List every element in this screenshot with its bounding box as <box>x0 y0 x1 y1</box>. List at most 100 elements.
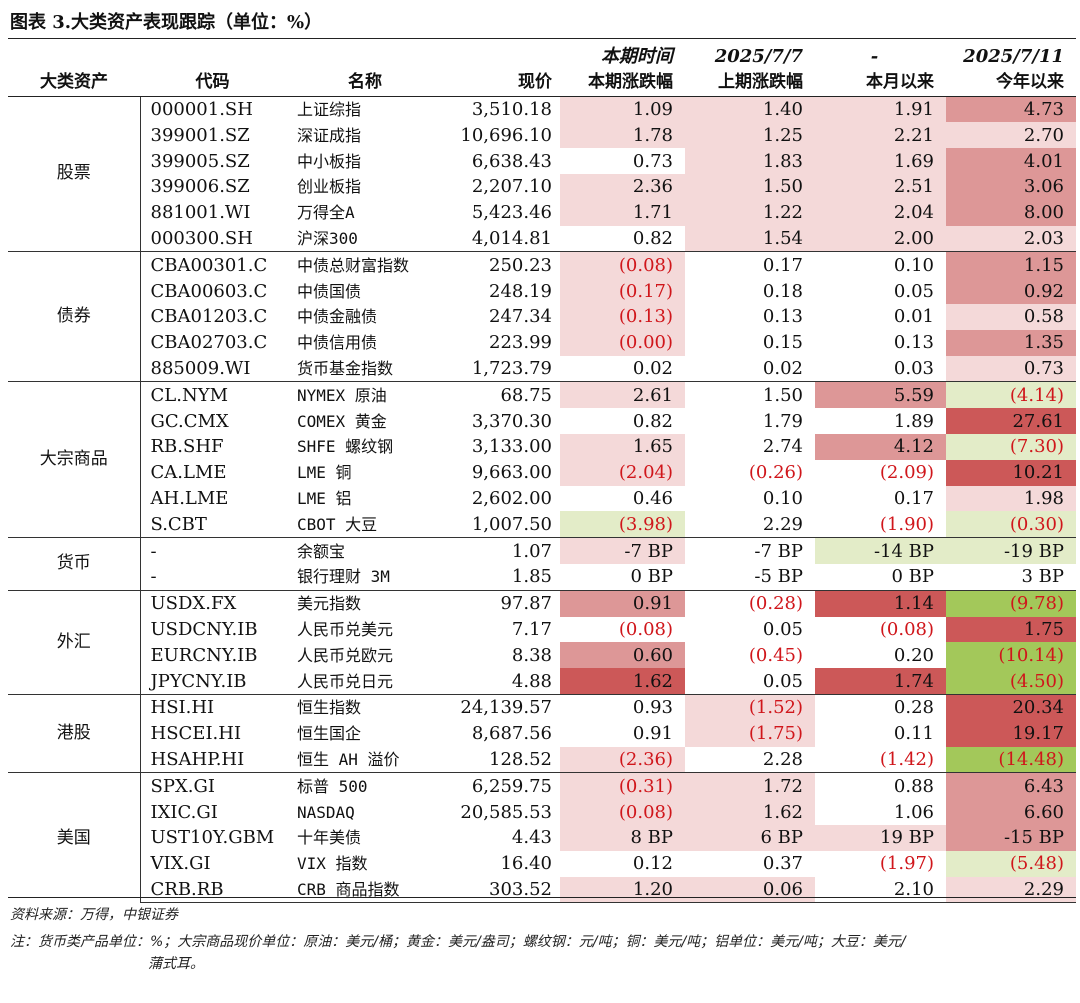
table-row: 外汇 USDX.FX 美元指数 97.87 0.91 (0.28) 1.14 (9.78) <box>8 589 1076 695</box>
asset-name: 创业板指 <box>297 177 362 197</box>
current-price: 3,370.30 <box>471 410 552 432</box>
period-change-cell: 0.93 <box>560 693 685 721</box>
table-row: RB.SHF SHFE 螺纹钢 3,133.00 1.65 2.74 4.12 (7.30) <box>8 433 1076 460</box>
month-to-date-cell: (2.09) <box>879 462 934 484</box>
year-to-date-cell: 19.17 <box>946 720 1076 747</box>
current-price: 250.23 <box>445 251 560 279</box>
prev-period-change-cell: 1.83 <box>685 148 815 174</box>
current-price: 248.19 <box>489 280 552 302</box>
current-price: 4.43 <box>511 827 552 849</box>
current-price: 1,723.79 <box>471 357 552 379</box>
asset-name: 人民币兑欧元 <box>297 645 394 665</box>
asset-class-label: 美国 <box>8 772 140 903</box>
prev-period-change-cell: 1.72 <box>685 772 815 800</box>
year-to-date-cell: 6.43 <box>946 772 1076 800</box>
col-header-mtd: 本月以来 <box>815 69 946 97</box>
table-row: S.CBT CBOT 大豆 1,007.50 (3.98) 2.29 (1.90) (0.3… <box>8 511 1076 538</box>
current-price: 223.99 <box>489 332 552 354</box>
year-to-date-cell: 0.92 <box>946 278 1076 304</box>
period-change-cell: (0.08) <box>618 618 673 640</box>
ticker-code: S.CBT <box>139 511 285 538</box>
period-change-cell: (3.98) <box>560 511 685 538</box>
asset-name: 银行理财 3M <box>297 567 390 587</box>
month-to-date-cell: 1.06 <box>893 801 934 823</box>
asset-name: 深证成指 <box>297 125 362 145</box>
current-price: 303.52 <box>445 876 560 904</box>
period-change-cell: (0.31) <box>560 772 685 800</box>
year-to-date-cell: 1.15 <box>946 251 1076 279</box>
table-row: AH.LME LME 铝 2,602.00 0.46 0.10 0.17 1.98 <box>8 485 1076 512</box>
prev-period-change-cell: 2.28 <box>762 748 803 770</box>
prev-period-change-cell: (1.75) <box>685 720 815 747</box>
current-price: 3,133.00 <box>471 436 552 458</box>
period-change-cell: 2.61 <box>560 381 685 409</box>
ticker-code: 000001.SH <box>139 96 285 123</box>
year-to-date-cell: 0.58 <box>946 303 1076 330</box>
table-row: VIX.GI VIX 指数 16.40 0.12 0.37 (1.97) (5.48) <box>8 850 1076 877</box>
current-price: 4,014.81 <box>471 227 552 249</box>
col-header-price: 现价 <box>445 69 560 97</box>
prev-period-change-cell: 1.50 <box>685 173 815 200</box>
prev-period-change-cell: 0.05 <box>762 670 803 692</box>
prev-period-change-cell: 0.13 <box>762 306 803 328</box>
ticker-code: 000300.SH <box>139 225 285 252</box>
header-end-date: 2025/7/11 <box>963 46 1064 68</box>
period-change-cell: 1.62 <box>560 668 685 695</box>
month-to-date-cell: 0.01 <box>893 306 934 328</box>
current-price: 10,696.10 <box>460 124 552 146</box>
table-row: - 银行理财 3M 1.85 0 BP -5 BP 0 BP 3 BP <box>8 563 1076 591</box>
table-row: 股票 000001.SH 上证综指 3,510.18 1.09 1.40 1.91 4.73 <box>8 96 1076 183</box>
table-row: 货币 - 余额宝 1.07 -7 BP -7 BP -14 BP -19 BP <box>8 537 1076 591</box>
year-to-date-cell: (14.48) <box>946 746 1076 773</box>
asset-name: 恒生 AH 溢价 <box>297 749 400 769</box>
period-change-cell: 0.82 <box>632 410 673 432</box>
prev-period-change-cell: 1.62 <box>685 799 815 825</box>
ticker-code: - <box>139 537 285 564</box>
asset-name: 中债金融债 <box>297 307 378 327</box>
ticker-code: - <box>139 563 285 591</box>
period-change-cell: 1.09 <box>560 96 685 123</box>
asset-performance-table: 本期时间 2025/7/7 - 2025/7/11 大类资产 代码 名称 现价 … <box>8 44 1076 904</box>
header-row-dates: 本期时间 2025/7/7 - 2025/7/11 <box>8 44 1076 70</box>
asset-class-label: 外汇 <box>8 589 140 695</box>
col-header-prev-change: 上期涨跌幅 <box>685 69 815 97</box>
current-price: 7.17 <box>511 618 552 640</box>
asset-name: SHFE 螺纹钢 <box>297 437 394 457</box>
month-to-date-cell: 0.28 <box>815 693 946 721</box>
col-header-ytd: 今年以来 <box>946 69 1076 97</box>
year-to-date-cell: 8.00 <box>946 199 1076 226</box>
current-price: 68.75 <box>445 381 560 409</box>
prev-period-change-cell: (0.45) <box>748 644 803 666</box>
period-change-cell: 0 BP <box>630 566 673 588</box>
ticker-code: UST10Y.GBM <box>139 824 285 851</box>
asset-class-label: 债券 <box>8 251 140 382</box>
footer-divider <box>8 897 1076 898</box>
period-change-cell: (2.36) <box>560 746 685 773</box>
ticker-code: 399001.SZ <box>139 122 285 149</box>
month-to-date-cell: 5.59 <box>815 381 946 409</box>
month-to-date-cell: 0.05 <box>893 280 934 302</box>
year-to-date-cell: 3.06 <box>946 173 1076 200</box>
ticker-code: HSCEI.HI <box>139 720 285 747</box>
ticker-code: CRB.RB <box>139 876 285 904</box>
current-price: 6,638.43 <box>471 150 552 172</box>
period-change-cell: 0.91 <box>560 589 685 617</box>
prev-period-change-cell: (1.52) <box>685 693 815 721</box>
year-to-date-cell: (4.14) <box>946 381 1076 409</box>
month-to-date-cell: 2.21 <box>815 122 946 149</box>
period-change-cell: (0.00) <box>560 329 685 356</box>
prev-period-change-cell: 0.37 <box>762 853 803 875</box>
period-change-cell: 1.71 <box>560 199 685 226</box>
month-to-date-cell: 1.74 <box>815 668 946 695</box>
prev-period-change-cell: (0.28) <box>685 589 815 617</box>
ticker-code: 399005.SZ <box>139 148 285 174</box>
current-price: 1.07 <box>445 537 560 564</box>
col-header-period-change: 本期涨跌幅 <box>560 69 685 97</box>
source-note: 资料来源：万得，中银证券 <box>10 907 178 923</box>
prev-period-change-cell: 2.74 <box>762 436 803 458</box>
period-change-cell: -7 BP <box>560 537 685 564</box>
table-row: 债券 CBA00301.C 中债总财富指数 250.23 (0.08) 0.17 0.10 1… <box>8 251 1076 382</box>
asset-name: VIX 指数 <box>297 854 368 874</box>
current-price: 6,259.75 <box>445 772 560 800</box>
col-header-code: 代码 <box>140 69 285 97</box>
